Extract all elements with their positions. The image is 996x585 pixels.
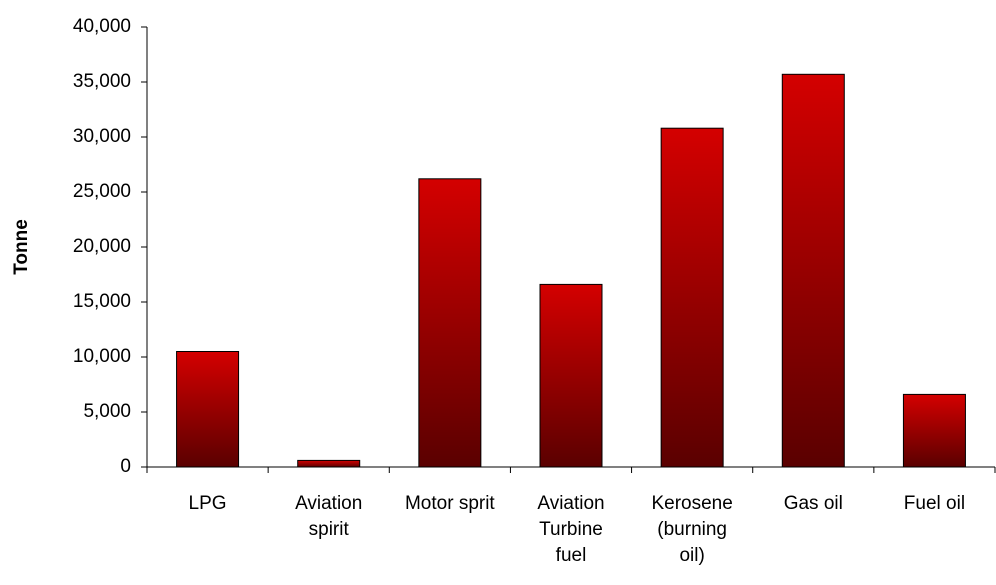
bar — [539, 283, 603, 468]
y-tick-label: 5,000 — [83, 401, 131, 422]
bar — [781, 73, 845, 468]
bar — [297, 459, 361, 468]
x-tick-label: Kerosene (burning oil) — [651, 493, 733, 566]
x-tick-label: Fuel oil — [903, 493, 966, 514]
x-tick-label: Motor sprit — [404, 493, 495, 514]
bar — [176, 351, 240, 468]
y-tick-label: 30,000 — [73, 126, 131, 147]
y-tick-label: 25,000 — [73, 181, 131, 202]
y-tick-label: 0 — [120, 456, 131, 477]
bar — [418, 178, 482, 468]
bar — [660, 127, 724, 468]
y-tick-label: 15,000 — [73, 291, 131, 312]
y-tick-label: 40,000 — [73, 16, 131, 37]
y-axis-title: Tonne — [11, 219, 32, 275]
x-tick-label: Aviation spirit — [295, 493, 363, 540]
y-tick-label: 10,000 — [73, 346, 131, 367]
y-tick-label: 20,000 — [73, 236, 131, 257]
y-tick-label: 35,000 — [73, 71, 131, 92]
x-tick-label: Aviation Turbine fuel — [537, 493, 605, 566]
x-tick-label: LPG — [188, 493, 227, 514]
bar — [902, 393, 966, 468]
x-tick-label: Gas oil — [783, 493, 843, 514]
